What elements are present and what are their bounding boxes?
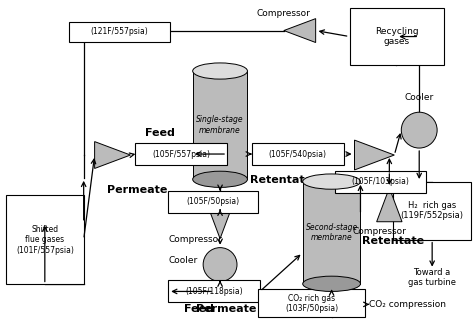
Polygon shape [208,207,232,239]
Circle shape [401,112,437,148]
Text: (105F/118psia): (105F/118psia) [185,287,243,296]
Bar [258,289,365,317]
Bar [303,182,360,284]
Ellipse shape [303,276,360,291]
Bar [6,195,84,285]
Polygon shape [355,140,394,170]
Bar [335,171,426,193]
Bar [193,71,247,179]
Circle shape [203,248,237,281]
Text: Toward a
gas turbine: Toward a gas turbine [408,267,456,287]
Bar [252,143,344,165]
Text: Feed: Feed [146,128,175,138]
Text: (105F/103psia): (105F/103psia) [351,177,410,186]
Text: Cooler: Cooler [405,93,434,102]
Bar [136,143,227,165]
Bar [393,182,471,240]
Text: (105F/50psia): (105F/50psia) [187,197,240,206]
Text: (105F/540psia): (105F/540psia) [269,150,327,159]
Text: Recycling
gases: Recycling gases [375,27,419,46]
Text: Permeate: Permeate [196,304,256,314]
Text: (121F/557psia): (121F/557psia) [91,27,148,36]
Text: Feed: Feed [184,304,214,314]
Polygon shape [377,188,402,222]
Ellipse shape [193,171,247,187]
Text: Retentate: Retentate [250,175,312,185]
Bar [168,191,258,213]
Text: (105F/557psia): (105F/557psia) [152,150,210,159]
Text: Compressor: Compressor [257,9,311,18]
Bar [349,8,444,66]
Text: Single-stage
membrane: Single-stage membrane [196,115,244,135]
Text: CO₂ rich gas
(103F/50psia): CO₂ rich gas (103F/50psia) [285,294,338,313]
Text: Second-stage
membrane: Second-stage membrane [305,223,358,242]
Ellipse shape [193,63,247,79]
Polygon shape [284,19,316,43]
Text: H₂  rich gas
(119F/552psia): H₂ rich gas (119F/552psia) [401,201,464,221]
Bar [168,280,260,302]
Polygon shape [95,141,130,169]
Text: Compressor: Compressor [353,227,406,236]
Text: Compressor: Compressor [168,235,222,244]
Bar [69,22,170,42]
Text: Cooler: Cooler [169,256,198,265]
Text: Permeate: Permeate [107,185,167,195]
Text: Shifted
flue gases
(101F/557psia): Shifted flue gases (101F/557psia) [16,225,74,255]
Ellipse shape [303,174,360,189]
Text: CO₂ compression: CO₂ compression [369,300,447,309]
Text: Retentate: Retentate [363,236,425,246]
